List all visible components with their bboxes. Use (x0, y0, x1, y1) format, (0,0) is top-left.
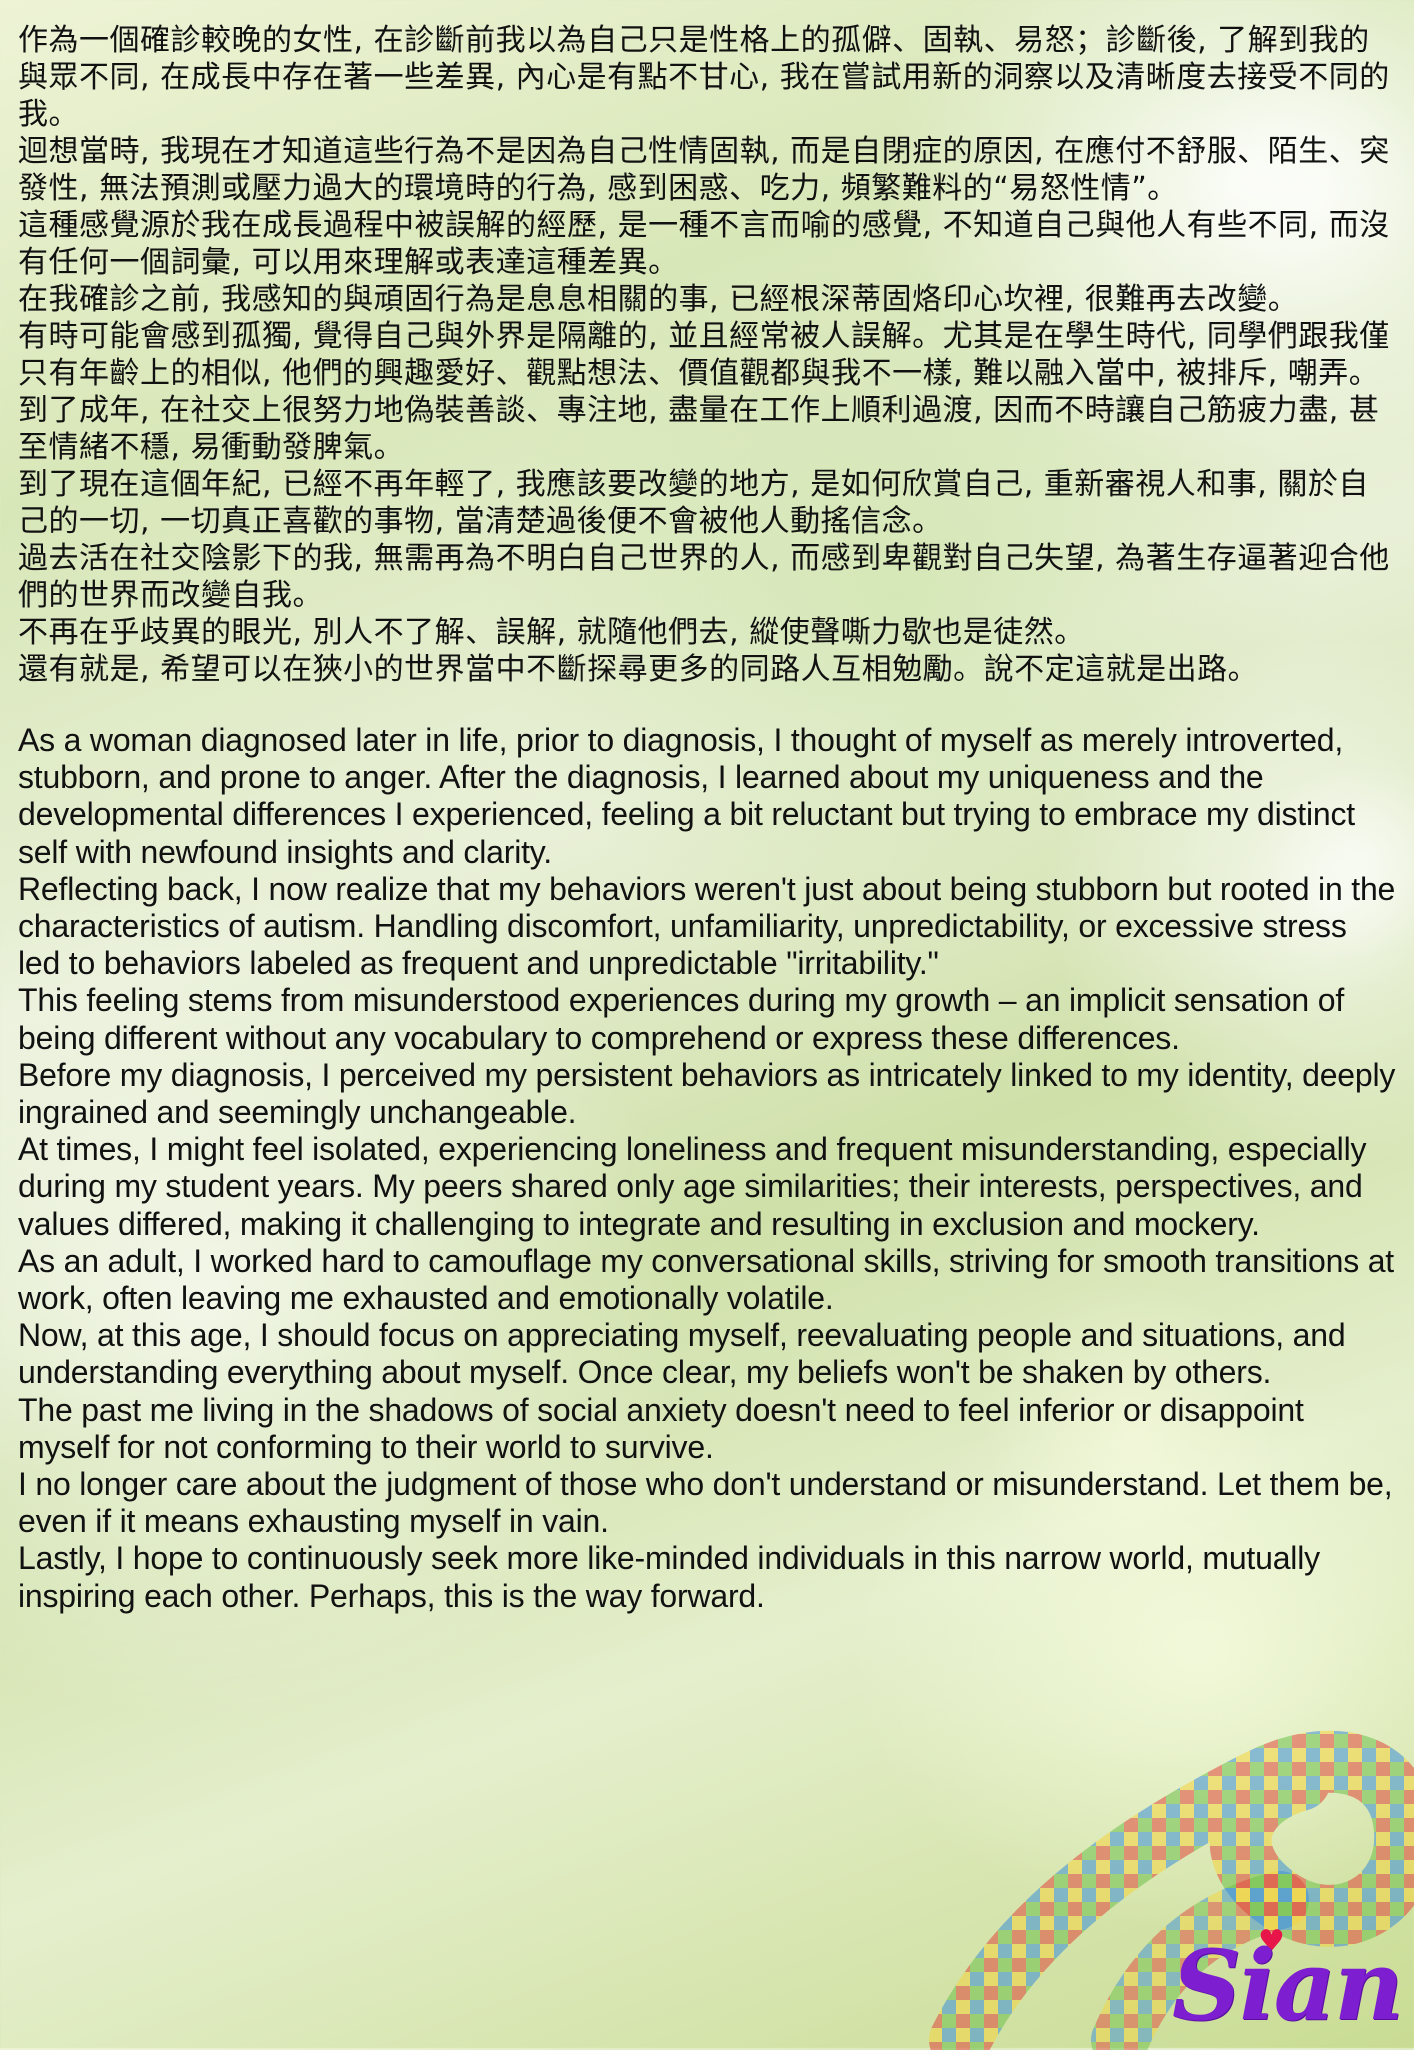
zh-paragraph: 迴想當時, 我現在才知道這些行為不是因為自己性情固執, 而是自閉症的原因, 在應… (18, 134, 1390, 206)
zh-paragraph: 作為一個確診較晚的女性, 在診斷前我以為自己只是性格上的孤僻、固執、易怒；診斷後… (18, 23, 1390, 132)
en-paragraph: As an adult, I worked hard to camouflage… (18, 1242, 1394, 1317)
puzzle-ribbon-icon (929, 1730, 1414, 2050)
en-paragraph: Now, at this age, I should focus on appr… (18, 1317, 1346, 1391)
zh-paragraph: 不再在乎歧異的眼光, 別人不了解、誤解, 就隨他們去, 縱使聲嘶力歇也是徒然。 (18, 615, 1085, 650)
zh-paragraph: 還有就是, 希望可以在狹小的世界當中不斷探尋更多的同路人互相勉勵。說不定這就是出… (18, 652, 1259, 687)
zh-paragraph: 在我確診之前, 我感知的與頑固行為是息息相關的事, 已經根深蒂固烙印心坎裡, 很… (18, 282, 1299, 317)
en-paragraph: The past me living in the shadows of soc… (18, 1391, 1304, 1465)
content-text: 作為一個確診較晚的女性, 在診斷前我以為自己只是性格上的孤僻、固執、易怒；診斷後… (18, 22, 1396, 1615)
en-paragraph: Before my diagnosis, I perceived my pers… (18, 1056, 1396, 1131)
zh-paragraph: 這種感覺源於我在成長過程中被誤解的經歷, 是一種不言而喻的感覺, 不知道自己與他… (18, 208, 1390, 280)
heart-icon: ♥ (1258, 1924, 1285, 1959)
en-paragraph: This feeling stems from misunderstood ex… (18, 982, 1345, 1056)
english-text: As a woman diagnosed later in life, prio… (18, 722, 1396, 1615)
signature: ♥ Sian (1172, 1922, 1404, 2042)
en-paragraph: Reflecting back, I now realize that my b… (18, 870, 1396, 982)
zh-paragraph: 過去活在社交陰影下的我, 無需再為不明白自己世界的人, 而感到卑觀對自己失望, … (18, 541, 1390, 613)
chinese-text: 作為一個確診較晚的女性, 在診斷前我以為自己只是性格上的孤僻、固執、易怒；診斷後… (18, 22, 1396, 688)
en-paragraph: At times, I might feel isolated, experie… (18, 1131, 1367, 1242)
en-paragraph: As a woman diagnosed later in life, prio… (18, 722, 1355, 870)
en-paragraph: Lastly, I hope to continuously seek more… (18, 1540, 1320, 1614)
zh-paragraph: 到了成年, 在社交上很努力地偽裝善談、專注地, 盡量在工作上順利過渡, 因而不時… (18, 393, 1380, 465)
en-paragraph: I no longer care about the judgment of t… (18, 1466, 1393, 1540)
zh-paragraph: 有時可能會感到孤獨, 覺得自己與外界是隔離的, 並且經常被人誤解。尤其是在學生時… (18, 319, 1390, 391)
signature-text: Sian (1172, 1929, 1404, 2042)
zh-paragraph: 到了現在這個年紀, 已經不再年輕了, 我應該要改變的地方, 是如何欣賞自己, 重… (18, 467, 1369, 539)
